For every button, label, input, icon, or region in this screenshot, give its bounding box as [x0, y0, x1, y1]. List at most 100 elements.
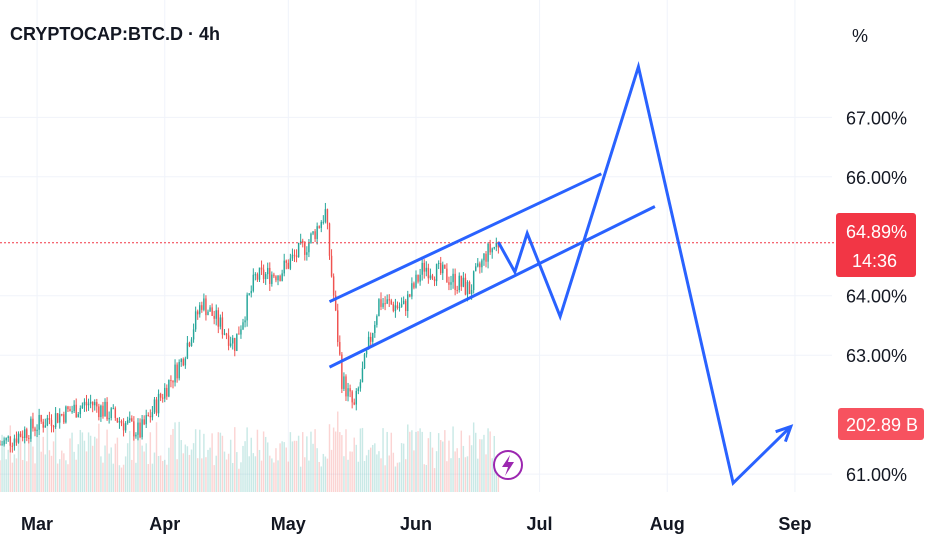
candle-body	[44, 425, 47, 428]
candle-body	[131, 418, 133, 422]
volume-bar	[390, 432, 393, 492]
volume-bar	[11, 462, 14, 492]
candle-body	[79, 408, 82, 415]
candle-body	[15, 438, 18, 443]
volume-bar	[180, 440, 182, 492]
volume-bars	[0, 411, 500, 492]
volume-bar	[295, 440, 298, 492]
candle-body	[54, 413, 57, 428]
candle-body	[339, 342, 341, 355]
candle-body	[19, 433, 22, 437]
volume-bar	[433, 468, 436, 492]
candle-body	[439, 262, 442, 274]
volume-bar	[372, 444, 374, 492]
channel-lower-line[interactable]	[328, 205, 656, 369]
volume-bar	[363, 460, 366, 492]
volume-bar	[176, 459, 178, 492]
candle-body	[374, 324, 376, 334]
candle-body	[174, 364, 176, 383]
candle-body	[112, 408, 114, 410]
volume-bar	[415, 431, 417, 492]
volume-bar	[359, 428, 362, 492]
volume-bar	[380, 458, 382, 492]
volume-bar	[411, 430, 413, 492]
volume-bar	[318, 462, 320, 492]
volume-bar	[456, 448, 458, 492]
candle-body	[334, 295, 337, 311]
volume-bar	[52, 441, 55, 492]
candle-body	[458, 275, 460, 291]
candle-body	[9, 436, 12, 446]
candle-body	[384, 303, 386, 305]
channel-upper-line[interactable]	[328, 172, 602, 304]
candle-body	[421, 262, 423, 275]
volume-bar	[118, 465, 121, 492]
volume-bar	[227, 453, 230, 492]
candle-body	[417, 274, 419, 282]
volume-bar	[9, 425, 12, 492]
volume-bar	[341, 435, 343, 492]
candle-body	[404, 300, 407, 312]
volume-bar	[277, 460, 279, 492]
volume-bar	[194, 429, 197, 492]
candle-body	[312, 231, 314, 234]
candle-body	[155, 399, 158, 414]
volume-bar	[332, 427, 335, 492]
candle-body	[11, 445, 14, 447]
volume-bar	[231, 463, 234, 492]
volume-bar	[470, 445, 473, 492]
volume-bar	[174, 422, 176, 492]
volume-bar	[190, 449, 193, 492]
projection-arrowhead	[775, 424, 794, 443]
candle-body	[137, 422, 139, 435]
candle-body	[13, 438, 16, 446]
candle-body	[369, 336, 372, 342]
candle-body	[116, 417, 119, 423]
volume-bar	[417, 431, 419, 492]
volume-bar	[312, 443, 314, 492]
volume-bar	[421, 431, 423, 492]
volume-bar	[225, 459, 228, 492]
volume-bar	[83, 440, 86, 492]
candle-body	[489, 243, 491, 253]
time-axis[interactable]: Mar Apr May Jun Jul Aug Sep	[21, 514, 811, 534]
candle-body	[281, 273, 283, 281]
x-tick-label: Jun	[400, 514, 432, 534]
volume-bar	[135, 462, 137, 492]
volume-bar	[361, 427, 364, 492]
volume-bar	[256, 429, 259, 492]
candle-body	[229, 343, 232, 346]
projection-path[interactable]	[497, 61, 792, 487]
candle-body	[269, 267, 271, 284]
volume-bar	[376, 454, 378, 492]
candle-body	[279, 275, 281, 281]
trendline-drawings[interactable]	[328, 61, 794, 487]
volume-bar	[21, 459, 24, 492]
volume-bar	[291, 441, 294, 492]
volume-bar	[297, 435, 300, 492]
candle-body	[28, 437, 30, 439]
volume-bar	[94, 436, 96, 492]
candle-body	[260, 267, 263, 270]
volume-bar	[460, 430, 463, 492]
volume-bar	[201, 458, 203, 492]
volume-bar	[324, 456, 327, 492]
volume-bar	[1, 434, 3, 492]
candle-body	[178, 362, 180, 379]
volume-bar	[472, 422, 475, 492]
candle-body	[293, 254, 296, 256]
candle-body	[487, 243, 489, 262]
lightning-icon[interactable]	[493, 450, 523, 480]
candle-body	[246, 294, 248, 321]
candle-body	[102, 405, 104, 417]
volume-bar	[161, 460, 164, 492]
candle-body	[330, 255, 333, 277]
candle-body	[223, 333, 226, 335]
candle-body	[227, 335, 230, 346]
price-axis[interactable]: 67.00% 66.00% 64.00% 63.00% 61.00%	[846, 108, 907, 485]
candle-body	[67, 406, 69, 410]
candle-body	[124, 423, 127, 431]
price-tag: 64.89% 14:36	[836, 213, 916, 277]
volume-bar	[419, 428, 421, 492]
